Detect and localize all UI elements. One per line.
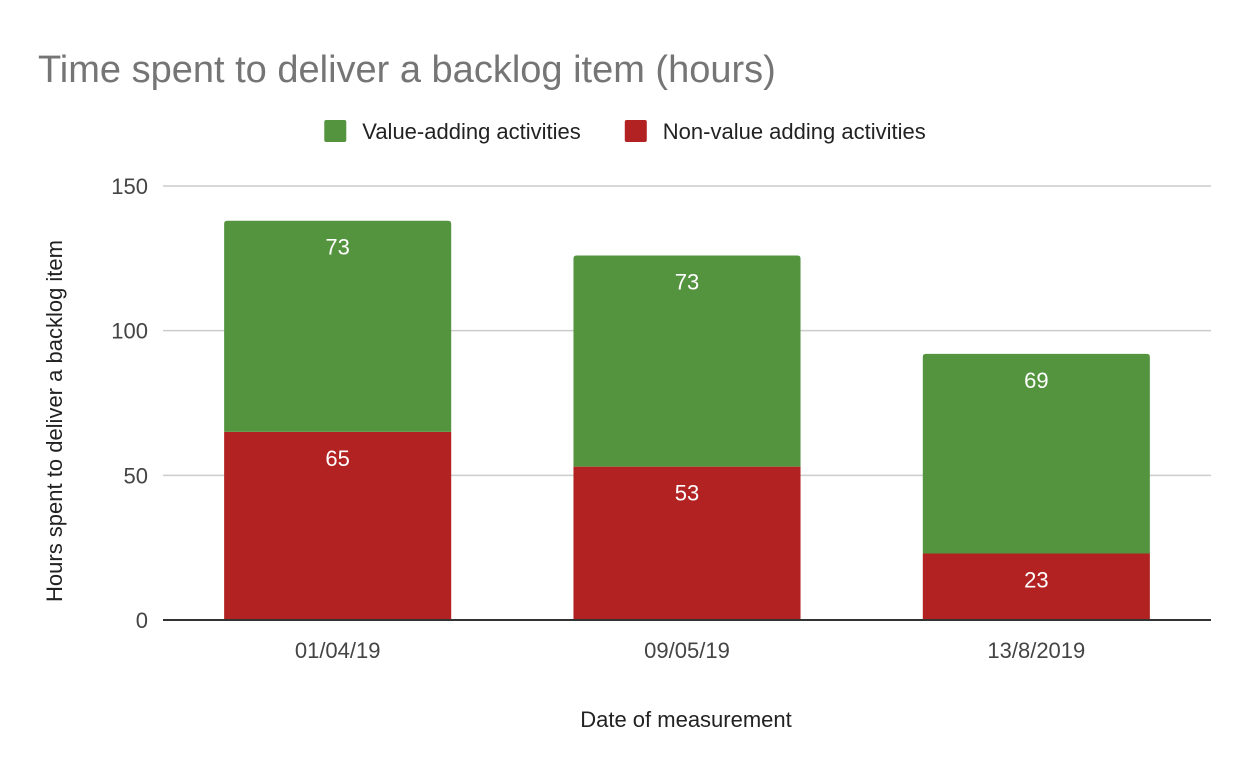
y-axis-ticks: 0 50 100 150 (111, 174, 148, 633)
bar-segment (224, 220, 452, 432)
bar-segment (573, 466, 801, 620)
y-tick-label: 0 (136, 608, 148, 633)
data-label: 69 (1024, 368, 1048, 393)
x-axis-title: Date of measurement (580, 707, 792, 732)
data-label: 53 (675, 481, 699, 506)
legend-swatch (624, 120, 647, 142)
bar-segment (573, 255, 801, 467)
data-labels: 65 73 53 73 23 69 (325, 235, 1048, 593)
legend-swatch (324, 120, 347, 142)
x-tick-label: 09/05/19 (644, 638, 730, 663)
legend-item: Non-value adding activities (624, 119, 926, 144)
data-label: 65 (325, 446, 349, 471)
legend-label: Value-adding activities (362, 119, 581, 144)
chart-title: Time spent to deliver a backlog item (ho… (38, 49, 776, 91)
data-label: 23 (1024, 567, 1048, 592)
legend-item: Value-adding activities (324, 119, 581, 144)
bar-segment (224, 431, 452, 620)
legend-label: Non-value adding activities (663, 119, 926, 144)
data-label: 73 (325, 235, 349, 260)
bar-segment (922, 353, 1150, 554)
x-tick-label: 01/04/19 (295, 638, 381, 663)
data-label: 73 (675, 269, 699, 294)
y-tick-label: 50 (124, 463, 148, 488)
bars (224, 220, 1150, 620)
y-tick-label: 150 (111, 174, 148, 199)
y-axis-title: Hours spent to deliver a backlog item (42, 240, 67, 602)
legend: Value-adding activities Non-value adding … (324, 119, 926, 144)
x-tick-label: 13/8/2019 (987, 638, 1085, 663)
x-axis-ticks: 01/04/19 09/05/19 13/8/2019 (295, 638, 1085, 663)
y-tick-label: 100 (111, 319, 148, 344)
bar-segment (922, 553, 1150, 620)
